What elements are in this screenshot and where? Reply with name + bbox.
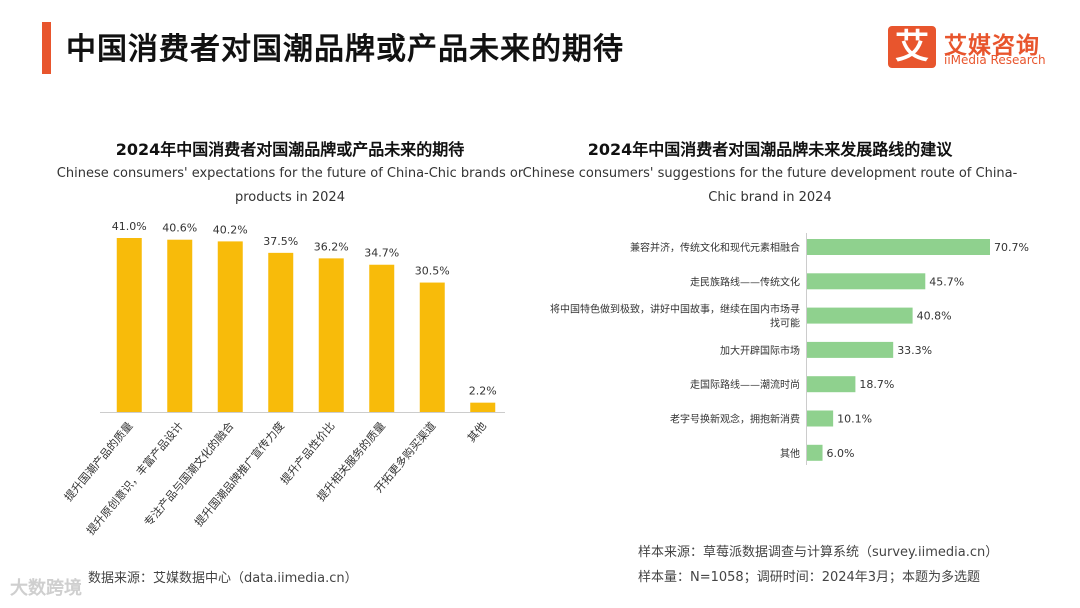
right-chart-value-label: 10.1% [837,413,872,426]
right-sample-source: 样本来源：草莓派数据调查与计算系统（survey.iimedia.cn） [638,545,999,560]
left-chart-bar [167,239,193,412]
left-chart-category-label: 其他 [465,420,489,445]
title-accent-bar [42,22,51,74]
left-chart-category-label: 提升产品性价比 [277,419,337,487]
right-chart-value-label: 70.7% [994,241,1029,254]
right-chart-bar [807,444,823,461]
right-chart-bar [807,376,856,393]
right-chart-subtitle-line1: Chinese consumers' suggestions for the f… [522,166,1018,181]
right-chart-bar [807,239,990,255]
right-chart-title: 2024年中国消费者对国潮品牌未来发展路线的建议 [587,140,953,159]
left-chart-value-label: 30.5% [415,265,450,278]
left-chart-bar [369,264,395,412]
page-title: 中国消费者对国潮品牌或产品未来的期待 [66,32,624,67]
right-chart-category-label: 将中国特色做到极致，讲好中国故事，继续在国内市场寻 [550,303,800,316]
right-chart-value-label: 18.7% [859,378,894,391]
right-chart-subtitle: Chinese consumers' suggestions for the f… [520,162,1020,210]
right-chart-value-label: 33.3% [897,344,932,357]
right-chart-category-label: 兼容并济，传统文化和现代元素相融合 [630,241,800,254]
right-chart-category-label: 走国际路线——潮流时尚 [690,378,800,391]
logo-mark: 艾 [888,26,936,68]
right-chart-bar [807,273,926,290]
right-chart-bar [807,410,834,427]
left-chart-subtitle-line1: Chinese consumers' expectations for the … [56,166,524,181]
left-chart-category-label: 提升国潮品牌推广宣传力度 [191,419,287,529]
left-chart-category-label: 专注产品与国潮文化的融合 [141,419,237,529]
left-chart-bar [419,282,445,412]
right-chart-value-label: 6.0% [827,447,855,460]
right-sample-info: 样本量：N=1058；调研时间：2024年3月；本题为多选题 [638,570,981,585]
watermark-text: 大数跨境 [10,578,82,599]
right-chart-bar [807,341,894,358]
right-chart-value-label: 40.8% [917,310,952,323]
left-chart-value-label: 40.2% [213,223,248,236]
left-chart-subtitle: Chinese consumers' expectations for the … [40,162,540,210]
left-chart-value-label: 41.0% [112,220,147,233]
left-chart-value-label: 37.5% [263,235,298,248]
left-bar-chart: 41.0%提升国潮产品的质量40.6%提升原创意识，丰富产品设计40.2%专注产… [61,220,505,538]
left-chart-bar [318,258,344,412]
right-chart-category-label: 加大开辟国际市场 [720,344,800,357]
left-chart-value-label: 2.2% [469,385,497,398]
right-chart-subtitle-line2: Chic brand in 2024 [708,190,832,205]
right-chart-category-label: 找可能 [770,317,800,330]
left-chart-value-label: 36.2% [314,240,349,253]
left-chart-value-label: 40.6% [162,222,197,235]
left-chart-bar [116,238,142,412]
left-chart-bar [470,402,496,412]
right-bar-chart: 70.7% 兼容并济，传统文化和现代元素相融合 45.7% 走民族路线——传统文化 40… [550,233,1029,465]
right-chart-category-label: 老字号换新观念，拥抱新消费 [670,413,800,426]
right-chart-value-label: 45.7% [929,275,964,288]
right-chart-category-label: 走民族路线——传统文化 [690,275,800,288]
left-chart-bar [268,252,294,412]
left-chart-subtitle-line2: products in 2024 [235,190,345,205]
iimedia-logo: 艾 艾媒咨询 iiMedia Research [888,26,1068,70]
left-data-source: 数据来源：艾媒数据中心（data.iimedia.cn） [88,571,358,586]
left-chart-value-label: 34.7% [364,247,399,260]
left-chart-title: 2024年中国消费者对国潮品牌或产品未来的期待 [115,140,465,159]
left-chart-category-label: 提升原创意识，丰富产品设计 [83,419,186,538]
right-chart-category-label: 其他 [780,447,800,460]
logo-chinese-name: 艾媒咨询 [944,33,1040,59]
logo-english-name: iiMedia Research [944,53,1046,67]
right-chart-bar [807,307,913,324]
left-chart-bar [217,241,243,412]
